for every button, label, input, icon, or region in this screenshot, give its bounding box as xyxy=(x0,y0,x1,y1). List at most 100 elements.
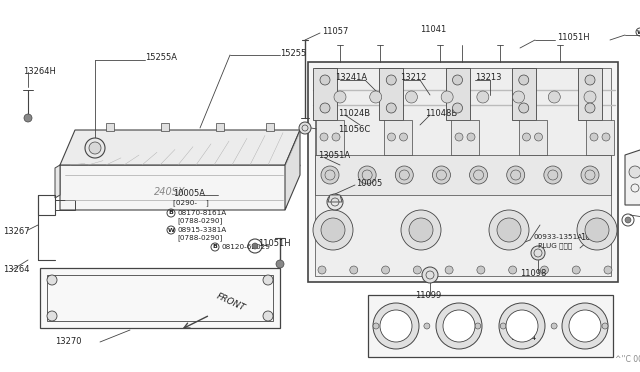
Text: 00933-1351A: 00933-1351A xyxy=(533,234,582,240)
Circle shape xyxy=(455,133,463,141)
Text: [0290-    ]: [0290- ] xyxy=(173,200,209,206)
Text: 13264H: 13264H xyxy=(23,67,56,77)
Text: 240SX: 240SX xyxy=(154,187,186,197)
Circle shape xyxy=(396,166,413,184)
Text: 11057: 11057 xyxy=(322,26,348,35)
Bar xyxy=(316,120,344,155)
Text: [0788-0290]: [0788-0290] xyxy=(177,235,222,241)
Text: 13241A: 13241A xyxy=(335,74,367,83)
Polygon shape xyxy=(512,68,536,120)
Text: 11099: 11099 xyxy=(415,291,441,299)
Text: B: B xyxy=(168,211,173,215)
Circle shape xyxy=(252,243,258,249)
Text: W: W xyxy=(168,228,175,232)
Circle shape xyxy=(405,91,417,103)
Circle shape xyxy=(89,142,101,154)
Circle shape xyxy=(572,266,580,274)
Circle shape xyxy=(320,133,328,141)
Circle shape xyxy=(350,266,358,274)
Text: 11044: 11044 xyxy=(510,334,536,343)
Circle shape xyxy=(370,91,381,103)
Circle shape xyxy=(399,133,408,141)
Circle shape xyxy=(590,133,598,141)
Circle shape xyxy=(263,275,273,285)
Polygon shape xyxy=(368,295,613,357)
Circle shape xyxy=(522,133,531,141)
Bar xyxy=(161,123,169,131)
Text: 13213: 13213 xyxy=(475,74,502,83)
Text: 08170-8161A: 08170-8161A xyxy=(177,210,227,216)
Circle shape xyxy=(358,166,376,184)
Circle shape xyxy=(387,103,396,113)
Circle shape xyxy=(467,133,475,141)
Polygon shape xyxy=(578,68,602,120)
Text: 08915-3381A: 08915-3381A xyxy=(177,227,227,233)
Bar xyxy=(216,123,224,131)
Text: 11048B: 11048B xyxy=(425,109,457,118)
Circle shape xyxy=(584,91,596,103)
Text: PLUG プラグ: PLUG プラグ xyxy=(538,243,572,249)
Circle shape xyxy=(320,103,330,113)
Text: 13051A: 13051A xyxy=(318,151,350,160)
Circle shape xyxy=(562,303,608,349)
Text: 10006: 10006 xyxy=(580,232,606,241)
Text: 11056C: 11056C xyxy=(338,125,371,135)
Circle shape xyxy=(625,217,631,223)
Circle shape xyxy=(452,75,463,85)
Polygon shape xyxy=(445,68,470,120)
Bar xyxy=(451,120,479,155)
Text: 11098: 11098 xyxy=(520,269,547,279)
Bar xyxy=(315,68,611,276)
Circle shape xyxy=(318,266,326,274)
Circle shape xyxy=(409,218,433,242)
Circle shape xyxy=(569,310,601,342)
Circle shape xyxy=(399,323,404,329)
Circle shape xyxy=(577,323,582,329)
Text: 13264: 13264 xyxy=(3,266,29,275)
Circle shape xyxy=(334,91,346,103)
Circle shape xyxy=(585,218,609,242)
Circle shape xyxy=(445,266,453,274)
Circle shape xyxy=(585,75,595,85)
Circle shape xyxy=(276,260,284,268)
Circle shape xyxy=(401,210,441,250)
Circle shape xyxy=(602,133,610,141)
Circle shape xyxy=(513,91,525,103)
Circle shape xyxy=(47,275,57,285)
Polygon shape xyxy=(285,130,300,210)
Circle shape xyxy=(540,266,548,274)
Circle shape xyxy=(424,323,430,329)
Circle shape xyxy=(380,310,412,342)
Circle shape xyxy=(263,311,273,321)
Text: 08120-62029: 08120-62029 xyxy=(221,244,270,250)
Bar xyxy=(518,120,547,155)
Text: 13212: 13212 xyxy=(400,74,426,83)
Circle shape xyxy=(585,103,595,113)
Circle shape xyxy=(475,323,481,329)
Circle shape xyxy=(544,166,562,184)
Circle shape xyxy=(519,103,529,113)
Circle shape xyxy=(381,266,390,274)
Bar xyxy=(586,120,614,155)
Polygon shape xyxy=(55,165,60,198)
Circle shape xyxy=(320,75,330,85)
Circle shape xyxy=(85,138,105,158)
Polygon shape xyxy=(625,150,640,205)
Text: 15255A: 15255A xyxy=(145,54,177,62)
Circle shape xyxy=(299,122,311,134)
Text: B: B xyxy=(212,244,218,250)
Circle shape xyxy=(548,91,560,103)
Bar xyxy=(383,120,412,155)
Text: W: W xyxy=(637,29,640,35)
Polygon shape xyxy=(380,68,403,120)
Circle shape xyxy=(441,91,453,103)
Circle shape xyxy=(509,266,516,274)
Text: 13270: 13270 xyxy=(55,337,81,346)
Circle shape xyxy=(443,310,475,342)
Circle shape xyxy=(373,303,419,349)
Circle shape xyxy=(519,75,529,85)
Circle shape xyxy=(525,323,532,329)
Circle shape xyxy=(332,133,340,141)
Circle shape xyxy=(24,114,32,122)
Circle shape xyxy=(477,266,485,274)
